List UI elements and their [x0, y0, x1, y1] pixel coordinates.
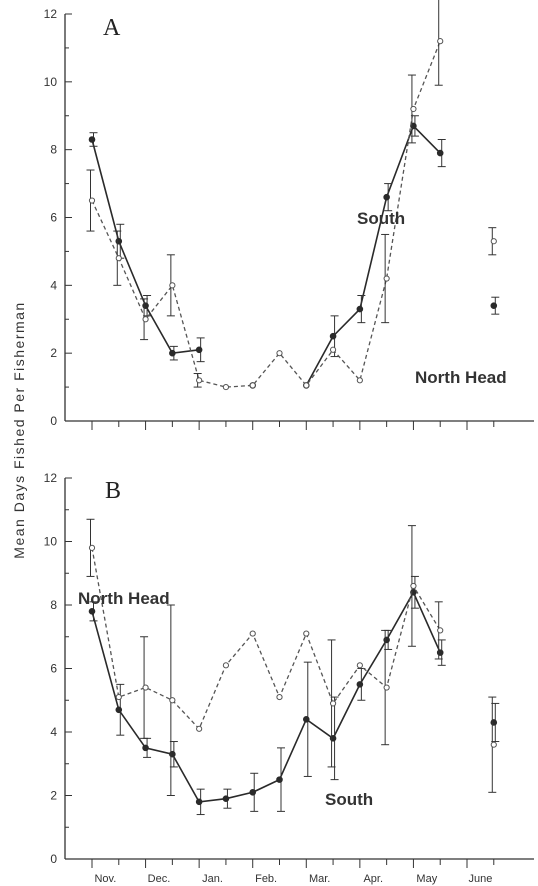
panel-b-north-head-point [88, 544, 96, 551]
panel-b-y-tick-label: 10 [44, 535, 58, 549]
x-axis-month-labels: Nov. Dec. Jan. Feb. Mar. Apr. May June [94, 873, 492, 885]
panel-b-y-tick-label: 12 [44, 471, 58, 485]
panel-a-north-head-point [329, 346, 337, 353]
panel-a-south-point [88, 136, 96, 143]
panel-a-y-tick-label: 6 [50, 211, 57, 225]
panel-b-south-point [88, 608, 96, 615]
panel-a-y-tick-label: 0 [50, 414, 57, 428]
panel-b-north-head-point [249, 630, 256, 637]
x-tick-label-june: June [468, 873, 492, 885]
panel-b-north-head-label: North Head [78, 589, 170, 608]
x-tick-label-dec: Dec. [148, 873, 171, 885]
x-tick-label-feb: Feb. [255, 873, 277, 885]
panel-a-north-head-label: North Head [415, 368, 507, 387]
panel-b-north-head-point [169, 697, 176, 704]
panel-a-y-tick-label: 10 [44, 75, 58, 89]
panel-b-y-tick-label: 6 [50, 662, 57, 676]
panel-b-north-head-point [222, 662, 230, 669]
panel-a-north-head-point [437, 38, 444, 45]
panel-a-north-head-line [91, 40, 441, 388]
panel-b-north-head-point [329, 700, 337, 707]
y-axis-label: Mean Days Fished Per Fisherman [11, 301, 27, 558]
panel-b-south-line [91, 590, 441, 803]
panel-b-south-point [356, 681, 364, 688]
panel-a-marks [86, 0, 500, 391]
panel-a-north-head-point [142, 316, 149, 323]
panel-a-north-head-point [490, 238, 497, 245]
panel-a-y-tick-label: 12 [44, 7, 58, 21]
panel-a: 0 2 4 6 8 10 12 A South North Head [44, 0, 534, 430]
panel-b-y-tick-label: 8 [50, 598, 57, 612]
panel-a-axes: 0 2 4 6 8 10 12 [44, 7, 534, 430]
panel-a-north-head-point [115, 255, 122, 262]
panel-a-south-line [305, 124, 441, 386]
panel-a-north-head-point [196, 377, 203, 384]
panel-b-north-head-point [115, 693, 122, 701]
panel-a-y-tick-label: 8 [50, 143, 57, 157]
panel-a-north-head-point [410, 105, 417, 113]
panel-a-north-head-point [249, 382, 256, 389]
panel-a-south-point [383, 193, 390, 201]
panel-b-south-point [249, 789, 257, 796]
panel-b-north-head-point [196, 725, 203, 732]
panel-a-south-point [436, 149, 444, 157]
panel-a-south-point [490, 302, 498, 309]
panel-a-north-head-point [169, 282, 176, 289]
panel-b-south-label: South [325, 790, 373, 809]
panel-a-north-head-point [222, 383, 230, 391]
panel-b-north-head-point [303, 630, 310, 637]
x-tick-label-apr: Apr. [363, 873, 383, 885]
panel-b-y-tick-label: 0 [50, 852, 57, 866]
panel-b-south-point [276, 776, 283, 783]
panel-a-north-head-point [303, 382, 310, 389]
panel-a-y-tick-label: 4 [50, 278, 57, 292]
panel-b-south-point [222, 795, 230, 802]
panel-b: 0 2 4 6 8 10 12 B North Head South [44, 471, 534, 868]
panel-a-south-label: South [357, 209, 405, 228]
panel-b-y-tick-label: 4 [50, 725, 57, 739]
panel-a-y-tick-label: 2 [50, 346, 57, 360]
x-tick-label-mar: Mar. [309, 873, 330, 885]
panel-a-north-head-point [88, 197, 96, 204]
panel-a-north-head-point [356, 377, 363, 384]
panel-a-south-point [195, 346, 203, 354]
panel-a-south-point [356, 305, 364, 313]
x-tick-label-jan: Jan. [202, 873, 223, 885]
panel-b-north-head-point [142, 684, 149, 691]
panel-b-north-head-point [383, 684, 390, 691]
panel-b-marks [86, 518, 500, 816]
panel-a-north-head-point [276, 350, 283, 357]
x-tick-label-may: May [416, 873, 437, 885]
panel-a-north-head-point [383, 275, 390, 282]
x-tick-label-nov: Nov. [94, 873, 116, 885]
panel-b-north-head-point [490, 741, 497, 748]
panel-b-south-point [115, 706, 123, 714]
panel-b-south-point [142, 744, 149, 752]
panel-a-south-point [169, 349, 176, 357]
panel-b-north-head-point [356, 662, 363, 669]
panel-b-letter: B [105, 478, 121, 504]
panel-b-south-point [302, 716, 310, 723]
panel-a-letter: A [103, 15, 121, 41]
panel-b-north-head-point [437, 627, 444, 634]
panel-b-axes: 0 2 4 6 8 10 12 [44, 471, 534, 868]
panel-b-north-head-line [91, 547, 441, 730]
panel-b-south-point [195, 798, 203, 806]
panel-b-y-tick-label: 2 [50, 789, 57, 803]
panel-b-north-head-point [410, 582, 417, 590]
panel-a-south-point [329, 332, 337, 340]
panel-b-north-head-point [276, 693, 283, 701]
